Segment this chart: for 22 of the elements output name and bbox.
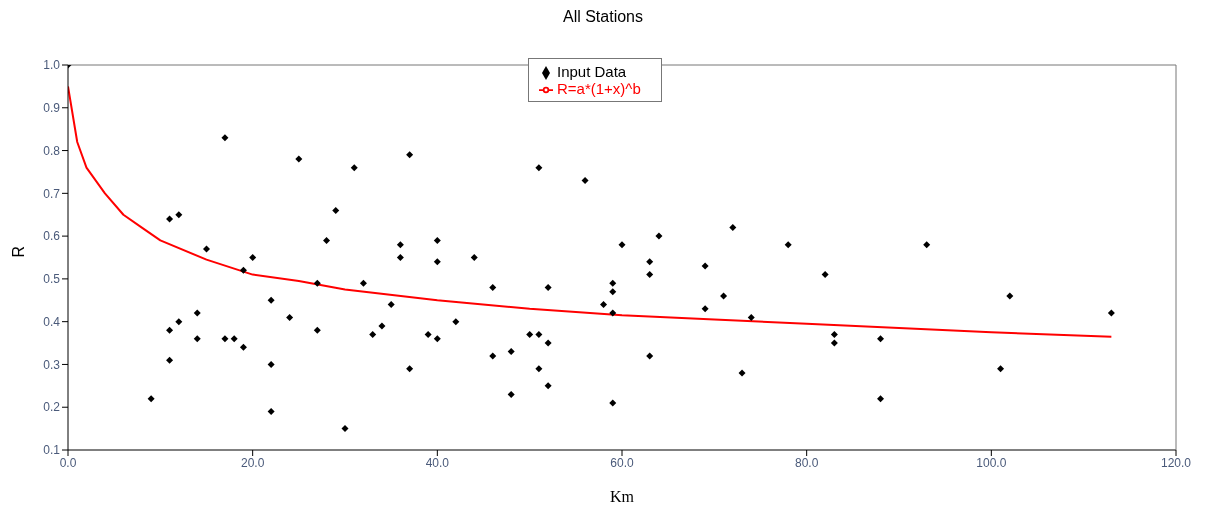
y-tick-label: 0.7 bbox=[43, 186, 61, 201]
x-tick-label: 40.0 bbox=[425, 455, 450, 470]
y-tick-label: 0.2 bbox=[43, 400, 61, 415]
y-tick-label: 0.4 bbox=[43, 314, 61, 329]
x-tick-label: 0.0 bbox=[59, 455, 77, 470]
x-axis-title: Km bbox=[610, 488, 635, 505]
y-tick-label: 0.6 bbox=[43, 229, 61, 244]
y-axis-title: R bbox=[9, 245, 27, 258]
x-tick-label: 100.0 bbox=[976, 455, 1007, 470]
y-tick-label: 0.8 bbox=[43, 143, 61, 158]
x-tick-label: 60.0 bbox=[610, 455, 634, 470]
y-tick-label: 0.1 bbox=[43, 443, 61, 458]
legend-label: R=a*(1+x)^b bbox=[557, 80, 641, 98]
x-tick-label: 80.0 bbox=[794, 455, 819, 470]
y-tick-label: 0.5 bbox=[43, 272, 61, 287]
y-tick-label: 0.9 bbox=[43, 101, 61, 116]
x-tick-label: 20.0 bbox=[240, 455, 265, 470]
chart-title: All Stations bbox=[561, 8, 644, 26]
x-tick-label: 120.0 bbox=[1160, 455, 1192, 470]
legend-label: Input Data bbox=[557, 63, 627, 80]
y-tick-label: 1.0 bbox=[43, 58, 61, 73]
y-tick-label: 0.3 bbox=[43, 357, 61, 372]
